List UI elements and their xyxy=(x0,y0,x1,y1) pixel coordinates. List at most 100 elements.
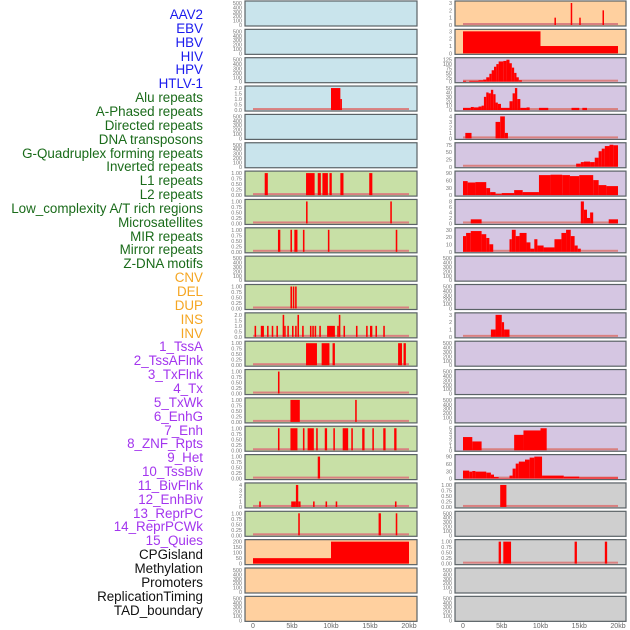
bar xyxy=(276,325,278,337)
bar xyxy=(491,70,494,82)
bar xyxy=(314,325,317,337)
bar xyxy=(481,105,484,111)
y-tick-label: 400 xyxy=(233,147,242,153)
bar xyxy=(362,428,365,451)
y-tick-label: 400 xyxy=(443,346,452,352)
y-tick-label: 0.5 xyxy=(234,329,242,335)
y-tick-label: 400 xyxy=(233,34,242,40)
bar xyxy=(319,325,321,337)
bar xyxy=(526,242,531,252)
y-tick-label: 300 xyxy=(233,67,242,73)
bar xyxy=(593,180,599,196)
bar xyxy=(254,325,257,337)
bar xyxy=(342,428,349,451)
panel-virus-1 xyxy=(244,0,418,27)
y-tick-label: 300 xyxy=(233,265,242,271)
y-tick-label: 4 xyxy=(449,114,452,120)
y-tick-label: 0.50 xyxy=(231,466,242,472)
bar xyxy=(504,329,510,337)
y-tick-label: 0 xyxy=(239,51,242,57)
baseline xyxy=(253,391,409,394)
y-tick-label: 500 xyxy=(443,285,452,291)
y-tick-label: 75 xyxy=(446,143,452,149)
y-tick-label: 0 xyxy=(449,533,452,539)
y-tick-label: 400 xyxy=(443,601,452,607)
bar xyxy=(297,314,300,337)
y-tick-label: 2 xyxy=(449,37,452,43)
y-tick-label: 0 xyxy=(449,392,452,398)
y-tick-label: 500 xyxy=(443,596,452,602)
y-tick-label: 3 xyxy=(449,1,452,7)
y-tick-label: 0.25 xyxy=(231,471,242,477)
panel-reprpcwk xyxy=(244,510,418,537)
bar xyxy=(490,192,496,196)
y-tick-label: 0 xyxy=(449,477,452,483)
bar xyxy=(486,237,490,252)
panel-tssa xyxy=(454,340,627,367)
y-tick-label: 100 xyxy=(443,586,452,592)
bar xyxy=(329,173,332,196)
bar xyxy=(498,61,504,82)
y-tick-label: 0.00 xyxy=(231,448,242,454)
bar xyxy=(287,325,289,337)
y-tick-label: 3 xyxy=(449,435,452,441)
y-tick-label: 20 xyxy=(446,235,452,241)
y-tick-label: 4 xyxy=(449,210,452,216)
y-tick-label: 0.00 xyxy=(231,477,242,483)
bar xyxy=(519,232,527,252)
panel-txwk xyxy=(454,397,627,424)
y-tick-label: 0.75 xyxy=(231,205,242,211)
y-tick-label: 400 xyxy=(443,289,452,295)
bar xyxy=(606,186,618,196)
panel-enhg xyxy=(244,397,418,424)
y-tick-label: 0.25 xyxy=(231,188,242,194)
y-tick-label: 0 xyxy=(239,136,242,142)
bar xyxy=(518,80,522,82)
bar xyxy=(534,239,538,252)
bar xyxy=(294,229,298,252)
bar xyxy=(515,236,520,252)
y-tick-label: 0.25 xyxy=(231,301,242,307)
baseline xyxy=(253,363,409,366)
y-tick-label: 0.00 xyxy=(231,420,242,426)
bar xyxy=(518,461,525,479)
y-tick-label: 0.00 xyxy=(231,392,242,398)
track-label: Z-DNA motifs xyxy=(123,256,203,272)
bar xyxy=(495,314,502,337)
y-tick-label: 2 xyxy=(449,8,452,14)
bar xyxy=(495,194,502,196)
bar xyxy=(569,176,580,196)
y-tick-label: 100 xyxy=(443,359,452,365)
y-tick-label: 0.5 xyxy=(234,103,242,109)
panel-z-dna xyxy=(454,255,627,282)
bar xyxy=(509,63,512,82)
baseline xyxy=(253,419,409,422)
y-tick-label: 1.00 xyxy=(231,370,242,376)
y-tick-label: 5 xyxy=(449,426,452,432)
bar xyxy=(290,229,292,252)
baseline xyxy=(463,504,618,507)
y-tick-label: 300 xyxy=(443,520,452,526)
bar xyxy=(503,541,512,564)
y-tick-label: 500 xyxy=(233,1,242,7)
y-tick-label: 200 xyxy=(233,43,242,49)
baseline xyxy=(253,221,409,224)
y-tick-label: 0 xyxy=(449,420,452,426)
bar xyxy=(295,484,299,507)
track-label: L2 repeats xyxy=(139,187,203,203)
y-tick-label: 1.0 xyxy=(234,324,242,330)
panel-del xyxy=(454,283,627,311)
baseline xyxy=(463,334,618,337)
y-tick-label: 2.0 xyxy=(234,313,242,319)
y-tick-label: 0.25 xyxy=(231,216,242,222)
panel-reprpc xyxy=(454,510,627,537)
bar xyxy=(514,190,523,196)
bar xyxy=(333,428,335,451)
y-tick-label: 0.00 xyxy=(441,562,452,568)
y-tick-label: 500 xyxy=(233,29,242,35)
bar xyxy=(522,192,539,196)
y-tick-label: 3 xyxy=(449,120,452,126)
y-tick-label: 10 xyxy=(446,242,452,248)
bar xyxy=(537,245,544,252)
y-tick-label: 500 xyxy=(443,341,452,347)
